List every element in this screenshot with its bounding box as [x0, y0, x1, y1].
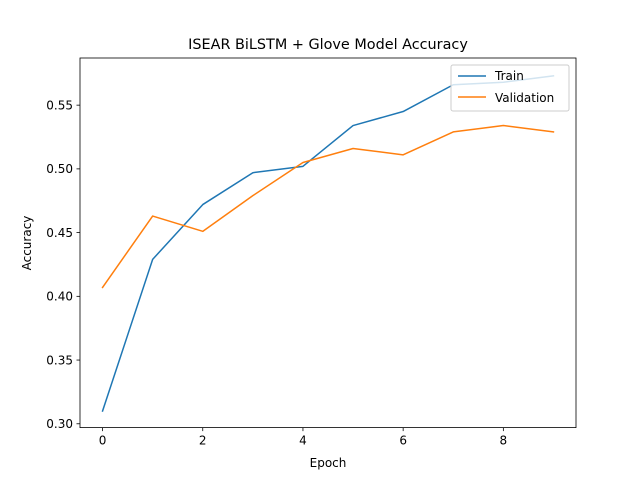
plot-area [79, 57, 577, 429]
y-axis-label: Accuracy [20, 216, 34, 271]
x-tick-label: 2 [199, 434, 207, 448]
legend: Train Validation [450, 64, 570, 112]
y-tick-label: 0.40 [46, 290, 73, 304]
x-tick-label: 6 [399, 434, 407, 448]
y-tick-label: 0.55 [46, 98, 73, 112]
x-tick-label: 4 [299, 434, 307, 448]
y-axis-ticks: 0.30 0.35 0.40 0.45 0.50 0.55 [46, 98, 80, 431]
y-tick-label: 0.45 [46, 226, 73, 240]
legend-label-validation: Validation [495, 91, 554, 105]
y-tick-label: 0.35 [46, 353, 73, 367]
x-tick-label: 0 [99, 434, 107, 448]
x-axis-ticks: 0 2 4 6 8 [99, 427, 508, 448]
x-axis-label: Epoch [310, 456, 347, 470]
chart-title: ISEAR BiLSTM + Glove Model Accuracy [188, 37, 468, 53]
x-tick-label: 8 [500, 434, 508, 448]
legend-label-train: Train [494, 69, 524, 83]
y-tick-label: 0.30 [46, 417, 73, 431]
y-tick-label: 0.50 [46, 162, 73, 176]
plot-frame [79, 57, 577, 429]
series-line-train [101, 75, 555, 412]
series-group [101, 75, 555, 412]
series-line-validation [101, 124, 555, 289]
